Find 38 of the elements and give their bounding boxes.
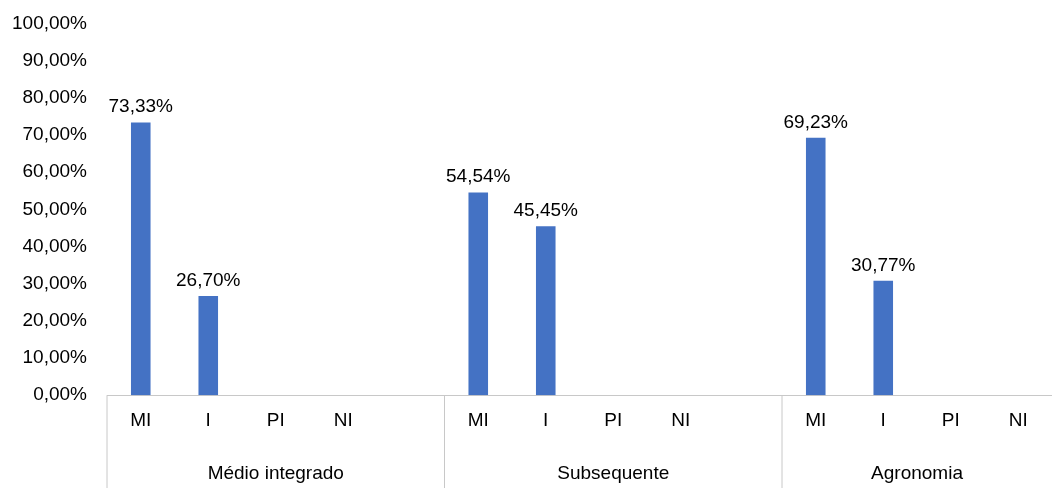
y-tick-label: 80,00% [22, 85, 88, 107]
y-tick-label: 30,00% [22, 271, 88, 293]
y-tick-label: 90,00% [22, 48, 88, 70]
x-tick-label: MI [130, 408, 152, 430]
y-tick-label: 100,00% [11, 11, 88, 33]
bar [468, 192, 489, 396]
data-label: 73,33% [108, 95, 174, 117]
bar [535, 226, 556, 396]
text: Subsequente [557, 462, 670, 484]
bar [130, 122, 151, 396]
x-tick-label: PI [604, 408, 623, 430]
data-label: 54,54% [446, 165, 511, 187]
x-tick-label: MI [805, 408, 827, 430]
data-label: 30,77% [851, 253, 916, 275]
x-tick-label: PI [941, 408, 960, 430]
bar [198, 295, 219, 396]
y-tick-label: 20,00% [22, 309, 88, 331]
bar [873, 280, 894, 396]
data-label: 69,23% [783, 110, 849, 132]
y-tick-label: 10,00% [22, 346, 88, 368]
y-tick-label: 70,00% [22, 123, 88, 145]
x-tick-label: NI [333, 408, 353, 430]
x-tick-label: I [205, 408, 211, 430]
data-label: 26,70% [176, 268, 241, 290]
y-tick-label: 60,00% [22, 160, 88, 182]
x-tick-label: MI [467, 408, 489, 430]
x-tick-label: I [543, 408, 549, 430]
x-tick-label: PI [266, 408, 285, 430]
y-tick-label: 0,00% [33, 383, 88, 405]
text: Agronomia [871, 462, 964, 484]
x-tick-label: I [880, 408, 886, 430]
bar [805, 137, 826, 396]
x-tick-label: NI [1008, 408, 1028, 430]
text: Médio integrado [207, 462, 344, 484]
y-tick-label: 50,00% [22, 197, 88, 219]
y-tick-label: 40,00% [22, 234, 88, 256]
x-tick-label: NI [671, 408, 691, 430]
data-label: 45,45% [513, 198, 579, 220]
